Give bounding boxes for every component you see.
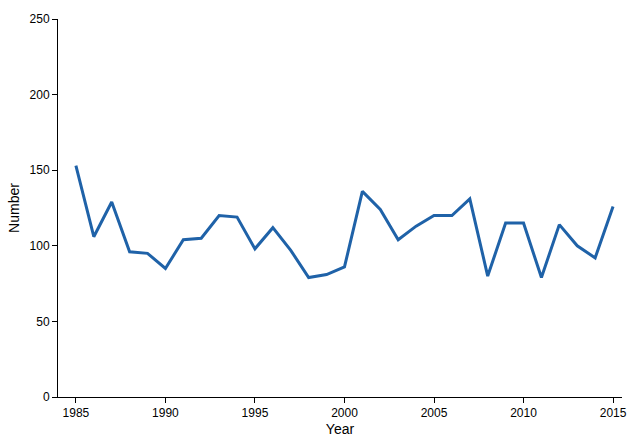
svg-text:1990: 1990 [152, 406, 179, 420]
svg-text:150: 150 [30, 163, 50, 177]
svg-text:1985: 1985 [63, 406, 90, 420]
svg-text:50: 50 [36, 315, 50, 329]
svg-text:2015: 2015 [600, 406, 627, 420]
svg-text:2000: 2000 [331, 406, 358, 420]
svg-text:200: 200 [30, 88, 50, 102]
svg-text:0: 0 [43, 390, 50, 404]
svg-text:Year: Year [326, 421, 355, 437]
svg-text:Number: Number [6, 183, 22, 233]
svg-text:2010: 2010 [510, 406, 537, 420]
svg-text:250: 250 [30, 12, 50, 26]
svg-text:100: 100 [30, 239, 50, 253]
svg-text:2005: 2005 [421, 406, 448, 420]
svg-text:1995: 1995 [242, 406, 269, 420]
